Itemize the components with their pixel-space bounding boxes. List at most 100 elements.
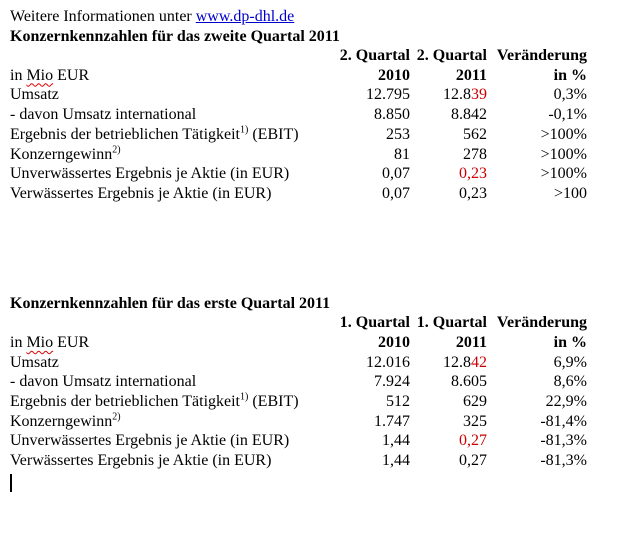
table-row: Konzerngewinn2) 1.747 325 -81,4% <box>10 412 587 432</box>
table-row: Verwässertes Ergebnis je Aktie (in EUR) … <box>10 451 587 471</box>
unit-post: EUR <box>53 333 90 351</box>
year-2011-header: 2011 <box>455 66 487 84</box>
footnote-marker: 1) <box>240 124 249 136</box>
value-2010-cell: 8.850 <box>374 106 410 124</box>
intro-text: Weitere Informationen unter <box>10 8 196 25</box>
row-label: Umsatz <box>10 353 59 371</box>
value-2011-black: 562 <box>463 125 487 143</box>
header-quartal-2011: 2. Quartal <box>416 47 487 64</box>
change-cell: 6,9% <box>553 353 587 371</box>
value-2011-cell: 12.842 <box>410 353 487 373</box>
change-cell: -81,3% <box>540 432 587 450</box>
row-label-cell: Ergebnis der betrieblichen Tätigkeit1) (… <box>10 125 333 145</box>
table-row: - davon Umsatz international 8.850 8.842… <box>10 105 587 125</box>
row-label: Ergebnis der betrieblichen Tätigkeit <box>10 125 240 143</box>
unit-label-cell: in Mio EUR <box>10 66 333 86</box>
footnote-marker: 2) <box>112 411 121 423</box>
value-2011-cell: 8.842 <box>410 105 487 125</box>
value-2010-cell: 1,44 <box>382 432 410 450</box>
misspelled-word: Mio <box>26 333 54 351</box>
value-2011-cell: 0,23 <box>410 164 487 184</box>
value-2011-black: 8.842 <box>451 106 487 124</box>
change-cell: >100% <box>540 125 587 143</box>
row-label-cell: Unverwässertes Ergebnis je Aktie (in EUR… <box>10 431 333 451</box>
table-header-row: 2. Quartal 2. Quartal Veränderung <box>10 46 587 66</box>
row-label: Verwässertes Ergebnis je Aktie (in EUR) <box>10 184 272 202</box>
row-label-suffix: (EBIT) <box>248 125 299 143</box>
value-2011-cell: 0,27 <box>410 451 487 471</box>
header-spacer-cell <box>10 46 333 66</box>
value-2010-cell: 253 <box>386 125 410 143</box>
value-2011-black: 12.8 <box>443 86 471 104</box>
value-2010-cell: 0,07 <box>382 165 410 183</box>
header-quartal-2011: 1. Quartal <box>416 314 487 332</box>
row-label: Unverwässertes Ergebnis je Aktie (in EUR… <box>10 165 290 183</box>
value-2011-cell: 325 <box>410 412 487 432</box>
change-cell: >100 <box>553 184 587 202</box>
row-label: Konzerngewinn <box>10 412 113 430</box>
change-cell: 22,9% <box>545 392 587 410</box>
value-2011-black: 325 <box>463 412 487 430</box>
row-label: Ergebnis der betrieblichen Tätigkeit <box>10 392 240 410</box>
value-2010-cell: 81 <box>394 145 410 163</box>
value-2011-red: 0,23 <box>459 165 487 183</box>
footnote-marker: 2) <box>112 144 121 156</box>
row-label-cell: Umsatz <box>10 85 333 105</box>
table-unit-row: in Mio EUR 2010 2011 in % <box>10 333 587 353</box>
header-quartal-2010: 1. Quartal <box>339 314 410 332</box>
row-label-cell: Konzerngewinn2) <box>10 145 333 165</box>
header-spacer-cell <box>10 313 333 333</box>
value-2010-cell: 0,07 <box>382 184 410 202</box>
table-unit-row: in Mio EUR 2010 2011 in % <box>10 66 587 86</box>
value-2010-cell: 1,44 <box>382 452 410 470</box>
section-title-q2-2011: Konzernkennzahlen für das zweite Quartal… <box>10 27 340 45</box>
row-label-cell: - davon Umsatz international <box>10 105 333 125</box>
year-2010-header: 2010 <box>378 66 410 84</box>
value-2010-cell: 12.016 <box>366 353 410 371</box>
value-2011-black: 0,23 <box>459 184 487 202</box>
row-label-cell: Verwässertes Ergebnis je Aktie (in EUR) <box>10 451 333 471</box>
document-page: Weitere Informationen unter www.dp-dhl.d… <box>10 7 634 492</box>
value-2011-cell: 8.605 <box>410 372 487 392</box>
change-cell: >100% <box>540 145 587 163</box>
section-title-q1-2011: Konzernkennzahlen für das erste Quartal … <box>10 294 331 312</box>
row-label-cell: - davon Umsatz international <box>10 372 333 392</box>
row-label-cell: Konzerngewinn2) <box>10 412 333 432</box>
row-label-cell: Verwässertes Ergebnis je Aktie (in EUR) <box>10 184 333 204</box>
table-row: Verwässertes Ergebnis je Aktie (in EUR) … <box>10 184 587 204</box>
table-row: Umsatz 12.795 12.839 0,3% <box>10 85 587 105</box>
value-2011-cell: 278 <box>410 145 487 165</box>
row-label-cell: Ergebnis der betrieblichen Tätigkeit1) (… <box>10 392 333 412</box>
kpi-table-q2-2011: 2. Quartal 2. Quartal Veränderung in Mio… <box>10 46 587 204</box>
row-label: - davon Umsatz international <box>10 106 197 124</box>
row-label: Umsatz <box>10 86 59 104</box>
intro-line: Weitere Informationen unter www.dp-dhl.d… <box>10 7 634 27</box>
table-header-row: 1. Quartal 1. Quartal Veränderung <box>10 313 587 333</box>
text-cursor[interactable] <box>10 473 12 492</box>
table-row: Konzerngewinn2) 81 278 >100% <box>10 145 587 165</box>
value-2011-black: 0,27 <box>459 452 487 470</box>
unit-label-cell: in Mio EUR <box>10 333 333 353</box>
unit-pre: in <box>10 66 27 84</box>
value-2010-cell: 512 <box>386 392 410 410</box>
row-label-cell: Unverwässertes Ergebnis je Aktie (in EUR… <box>10 164 333 184</box>
percent-header: in % <box>553 66 587 84</box>
header-veraenderung: Veränderung <box>496 314 587 332</box>
table-row: Unverwässertes Ergebnis je Aktie (in EUR… <box>10 164 587 184</box>
header-quartal-2010: 2. Quartal <box>339 47 410 64</box>
year-2010-header: 2010 <box>378 333 410 351</box>
value-2011-black: 8.605 <box>451 373 487 391</box>
table-row: Ergebnis der betrieblichen Tätigkeit1) (… <box>10 392 587 412</box>
table-row: Unverwässertes Ergebnis je Aktie (in EUR… <box>10 431 587 451</box>
change-cell: >100% <box>540 165 587 183</box>
change-cell: -81,3% <box>540 452 587 470</box>
dp-dhl-link[interactable]: www.dp-dhl.de <box>195 8 295 25</box>
value-2011-cell: 562 <box>410 125 487 145</box>
table-row: Ergebnis der betrieblichen Tätigkeit1) (… <box>10 125 587 145</box>
value-2011-cell: 629 <box>410 392 487 412</box>
percent-header: in % <box>553 333 587 351</box>
value-2011-black: 278 <box>463 145 487 163</box>
value-2010-cell: 12.795 <box>366 86 410 104</box>
row-label: Verwässertes Ergebnis je Aktie (in EUR) <box>10 452 272 470</box>
footnote-marker: 1) <box>240 391 249 403</box>
